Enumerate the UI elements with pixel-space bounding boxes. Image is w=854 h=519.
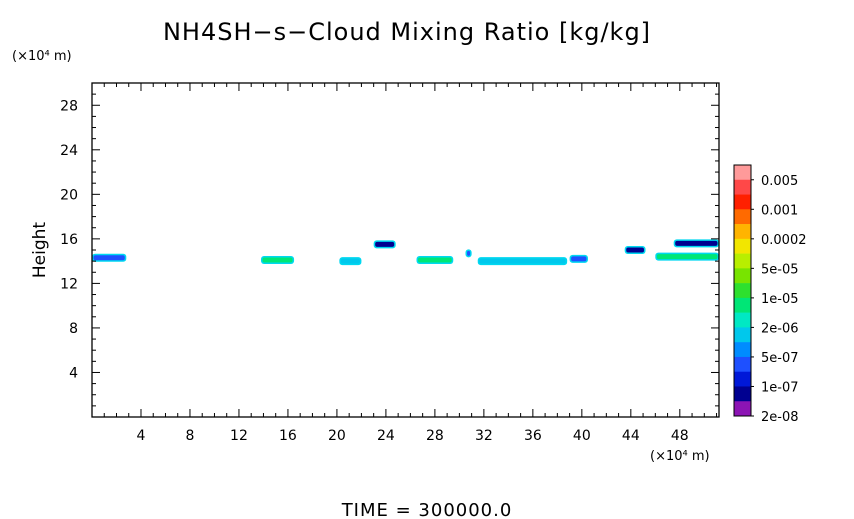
colorbar-label: 5e-05 [761,262,799,277]
y-tick-label: 8 [69,321,78,337]
x-tick-label: 44 [622,428,640,444]
cloud-patch [418,257,452,263]
colorbar-label: 0.0002 [761,233,807,248]
cloud-patch [626,247,645,253]
cloud-patch [375,241,395,247]
x-tick-label: 40 [573,428,591,444]
cloud-patch [675,240,718,246]
colorbar-swatch [734,386,751,402]
colorbar-swatch [734,342,751,358]
cloud-patches [92,239,719,266]
x-tick-labels: 4 8 12 16 20 24 28 32 36 40 44 48 [137,428,689,444]
y-tick-labels: 4 8 12 16 20 24 28 [60,98,78,381]
y-axis-unit: (×10⁴ m) [12,49,72,64]
cloud-patch [93,255,125,261]
time-label: TIME = 300000.0 [341,500,513,519]
y-tick-label: 16 [60,232,78,248]
colorbar-swatch [734,327,751,343]
cloud-patch [656,254,718,260]
colorbar-label: 0.005 [761,174,798,189]
colorbar-label: 2e-06 [761,321,799,336]
cloud-patch [571,256,587,262]
colorbar-swatch [734,297,751,313]
colorbar-swatch [734,194,751,210]
x-tick-label: 8 [186,428,195,444]
colorbar-swatch [734,401,751,417]
x-tick-label: 20 [328,428,346,444]
colorbar-swatch [734,253,751,269]
cloud-patch [479,258,566,264]
y-tick-label: 4 [69,365,78,381]
y-tick-label: 12 [60,276,78,292]
x-axis-unit: (×10⁴ m) [650,449,710,464]
colorbar: 0.005 0.001 0.0002 5e-05 1e-05 2e-06 5e-07 1e-0… [733,164,807,425]
colorbar-swatch [734,268,751,284]
x-tick-label: 24 [377,428,395,444]
colorbar-label: 1e-05 [761,292,799,307]
x-tick-label: 28 [426,428,444,444]
colorbar-label: 1e-07 [761,380,799,395]
colorbar-label: 5e-07 [761,351,799,366]
colorbar-swatch [734,209,751,225]
chart-title: NH4SH−s−Cloud Mixing Ratio [kg/kg] [163,18,651,46]
x-tick-label: 32 [475,428,493,444]
colorbar-swatch [734,165,751,181]
colorbar-swatch [734,224,751,240]
cloud-patch [340,258,360,264]
y-axis-label: Height [30,222,50,279]
y-tick-label: 24 [60,143,78,159]
x-tick-label: 12 [230,428,248,444]
x-tick-label: 4 [137,428,146,444]
cloud-patch [262,257,293,263]
colorbar-label: 0.001 [761,203,798,218]
x-tick-label: 36 [524,428,542,444]
y-tick-label: 28 [60,98,78,114]
colorbar-frame [733,164,752,417]
colorbar-swatch [734,283,751,299]
colorbar-swatch [734,179,751,195]
colorbar-label: 2e-08 [761,410,799,425]
axis-ticks [92,83,719,417]
colorbar-swatch [734,371,751,387]
x-tick-label: 48 [671,428,689,444]
x-tick-label: 16 [279,428,297,444]
colorbar-swatch [734,312,751,328]
colorbar-swatch [734,356,751,373]
cloud-patch [467,250,471,256]
y-tick-label: 20 [60,187,78,203]
colorbar-swatch [734,238,751,254]
